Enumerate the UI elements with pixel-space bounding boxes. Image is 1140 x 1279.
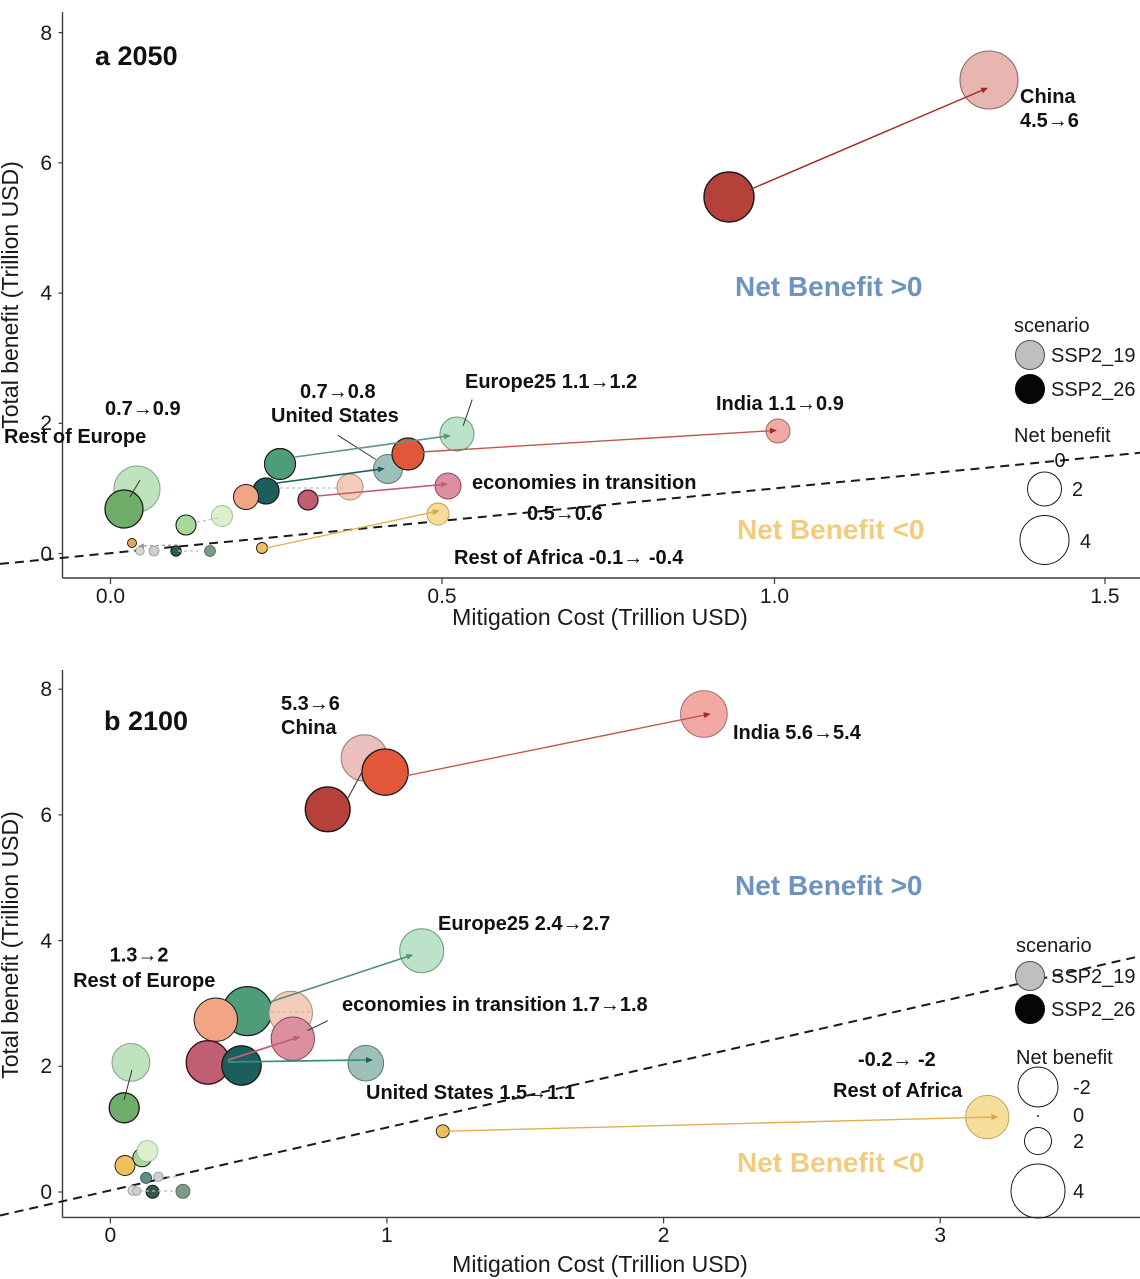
svg-text:3: 3 [934,1224,946,1247]
svg-text:Net benefit: Net benefit [1016,1047,1113,1069]
svg-text:6: 6 [40,804,52,827]
svg-text:2: 2 [40,1055,52,1078]
svg-text:1.3→2: 1.3→2 [110,945,169,967]
svg-text:Rest of Europe: Rest of Europe [4,426,146,448]
svg-text:2: 2 [658,1224,670,1247]
svg-text:scenario: scenario [1016,935,1092,957]
svg-text:Total benefit (Trillion USD): Total benefit (Trillion USD) [0,161,23,429]
svg-text:China: China [281,717,337,739]
svg-text:Net benefit: Net benefit [1014,425,1111,447]
svg-text:0: 0 [40,543,52,566]
svg-text:0.0: 0.0 [96,585,125,608]
svg-text:0: 0 [40,1181,52,1204]
svg-text:a 2050: a 2050 [95,41,178,71]
svg-text:4.5→6: 4.5→6 [1020,110,1079,132]
svg-text:2: 2 [1072,479,1083,501]
svg-text:0.7→0.8: 0.7→0.8 [300,381,376,403]
svg-text:Rest of Europe: Rest of Europe [73,970,215,992]
svg-text:0: 0 [1073,1105,1084,1127]
svg-text:0.7→0.9: 0.7→0.9 [105,398,181,420]
svg-text:6: 6 [40,152,52,175]
svg-text:-2: -2 [1073,1077,1091,1099]
svg-text:1: 1 [381,1224,393,1247]
svg-text:2: 2 [1073,1131,1084,1153]
svg-text:Mitigation Cost (Trillion USD): Mitigation Cost (Trillion USD) [452,1251,748,1277]
svg-text:8: 8 [40,22,52,45]
svg-text:0: 0 [104,1224,116,1247]
svg-text:Total benefit (Trillion USD): Total benefit (Trillion USD) [0,811,23,1079]
svg-text:scenario: scenario [1014,315,1090,337]
svg-text:China: China [1020,86,1076,108]
svg-text:4: 4 [1073,1181,1084,1203]
svg-text:economies in transition 1.7→1.: economies in transition 1.7→1.8 [342,994,648,1016]
svg-text:1.5: 1.5 [1090,585,1119,608]
svg-text:India 1.1→0.9: India 1.1→0.9 [716,393,844,415]
svg-text:SSP2_19: SSP2_19 [1051,966,1136,988]
svg-text:Rest of Africa: Rest of Africa [833,1080,963,1102]
svg-text:economies in transition: economies in transition [472,472,696,494]
svg-text:Net Benefit <0: Net Benefit <0 [737,1147,925,1178]
svg-text:4: 4 [40,930,52,953]
svg-text:India 5.6→5.4: India 5.6→5.4 [733,722,862,744]
svg-text:0.5→0.6: 0.5→0.6 [527,503,603,525]
svg-text:4: 4 [40,282,52,305]
svg-text:SSP2_26: SSP2_26 [1051,999,1136,1021]
svg-text:0: 0 [1054,450,1065,472]
svg-text:Rest of Africa -0.1→ -0.4: Rest of Africa -0.1→ -0.4 [454,547,684,569]
svg-text:Net Benefit <0: Net Benefit <0 [737,514,925,545]
svg-text:Europe25 2.4→2.7: Europe25 2.4→2.7 [438,913,610,935]
svg-text:SSP2_26: SSP2_26 [1051,379,1136,401]
svg-text:Net Benefit >0: Net Benefit >0 [735,271,923,302]
svg-text:-0.2→ -2: -0.2→ -2 [858,1049,936,1071]
svg-text:United States 1.5→1.1: United States 1.5→1.1 [366,1082,575,1104]
svg-text:SSP2_19: SSP2_19 [1051,345,1136,367]
svg-text:4: 4 [1080,531,1091,553]
svg-text:United States: United States [271,405,399,427]
svg-text:1.0: 1.0 [760,585,789,608]
svg-text:b 2100: b 2100 [104,706,188,736]
svg-text:Mitigation Cost (Trillion USD): Mitigation Cost (Trillion USD) [452,604,748,630]
svg-text:Net Benefit >0: Net Benefit >0 [735,870,923,901]
svg-text:Europe25 1.1→1.2: Europe25 1.1→1.2 [465,371,637,393]
svg-text:8: 8 [40,678,52,701]
svg-text:5.3→6: 5.3→6 [281,693,340,715]
